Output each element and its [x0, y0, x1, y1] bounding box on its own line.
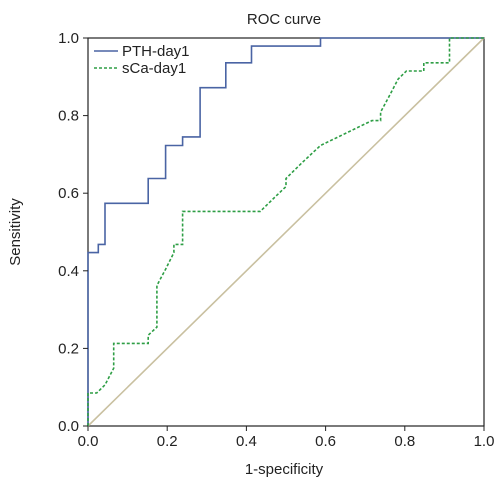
x-axis-label: 1-specificity: [245, 461, 324, 478]
y-axis-label: Sensitivity: [7, 198, 24, 266]
y-tick-label: 0.0: [58, 418, 79, 435]
y-tick-label: 0.8: [58, 108, 79, 125]
plot-area: [87, 37, 485, 427]
y-tick-label: 0.6: [58, 185, 79, 202]
x-tick-label: 0.2: [157, 433, 178, 450]
series-line-sca-day1: [87, 37, 484, 426]
legend-label-sca-day1: sCa-day1: [122, 60, 186, 77]
chart-title: ROC curve: [247, 11, 321, 28]
legend: PTH-day1 sCa-day1: [94, 43, 190, 77]
x-tick-label: 0.0: [78, 433, 99, 450]
y-tick-label: 1.0: [58, 30, 79, 47]
x-tick-label: 0.4: [236, 433, 257, 450]
reference-diagonal: [87, 37, 485, 427]
x-tick-label: 0.8: [394, 433, 415, 450]
y-axis-ticks: 0.0 0.2 0.4 0.6 0.8 1.0: [58, 30, 88, 435]
x-tick-label: 0.6: [315, 433, 336, 450]
plot-frame: [87, 37, 485, 427]
x-axis-ticks: 0.0 0.2 0.4 0.6 0.8 1.0: [78, 426, 494, 450]
reference-layer: [87, 37, 485, 427]
series-line-pth-day1: [87, 37, 484, 426]
x-tick-label: 1.0: [474, 433, 494, 450]
legend-label-pth-day1: PTH-day1: [122, 43, 190, 60]
series-layer: [87, 37, 484, 426]
y-tick-label: 0.2: [58, 340, 79, 357]
y-tick-label: 0.4: [58, 263, 79, 280]
